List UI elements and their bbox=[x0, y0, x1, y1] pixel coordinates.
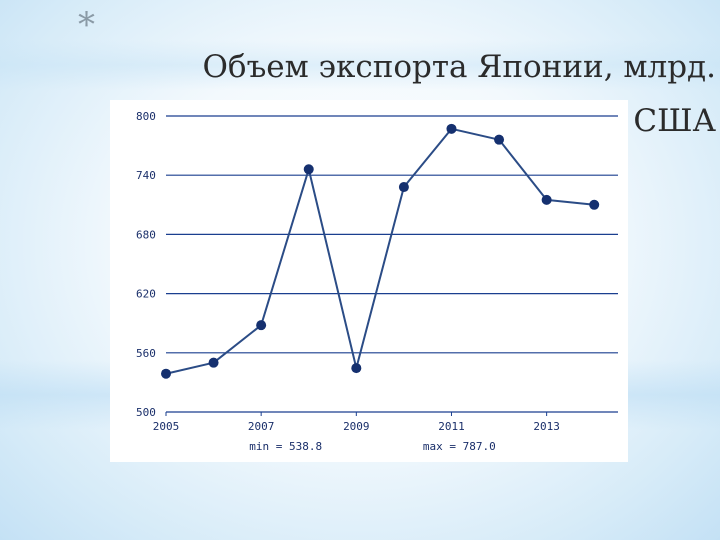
data-point-2008 bbox=[303, 164, 314, 175]
data-point-2005 bbox=[161, 368, 171, 379]
x-tick-label: 2011 bbox=[438, 420, 465, 433]
y-tick-label: 560 bbox=[136, 347, 156, 360]
x-tick-label: 2013 bbox=[533, 420, 560, 433]
data-point-2014 bbox=[589, 199, 600, 210]
data-point-2013 bbox=[541, 194, 552, 205]
data-point-2009 bbox=[351, 363, 362, 374]
min-stat-label: min = 538.8 bbox=[249, 440, 322, 453]
data-point-2007 bbox=[256, 320, 267, 331]
data-point-2012 bbox=[494, 134, 505, 145]
data-point-2011 bbox=[446, 123, 457, 134]
y-tick-label: 500 bbox=[136, 406, 156, 419]
x-tick-label: 2009 bbox=[343, 420, 370, 433]
y-tick-label: 620 bbox=[136, 288, 156, 301]
data-point-2010 bbox=[398, 182, 409, 193]
background-band-top bbox=[0, 40, 720, 90]
export-line-chart: 500 560 620 680 740 800 2005 2007 2009 2011 2013 mi… bbox=[136, 110, 618, 453]
y-tick-label: 740 bbox=[136, 169, 156, 182]
chart-panel: 500 560 620 680 740 800 2005 2007 2009 2011 2013 mi… bbox=[110, 100, 628, 462]
x-tick-label: 2007 bbox=[248, 420, 275, 433]
series-line bbox=[165, 127, 595, 375]
data-point-2006 bbox=[208, 357, 219, 368]
y-tick-label: 800 bbox=[136, 110, 156, 123]
max-stat-label: max = 787.0 bbox=[423, 440, 496, 453]
title-bullet: * bbox=[78, 5, 95, 45]
x-tick-label: 2005 bbox=[153, 420, 180, 433]
y-tick-label: 680 bbox=[136, 228, 156, 241]
